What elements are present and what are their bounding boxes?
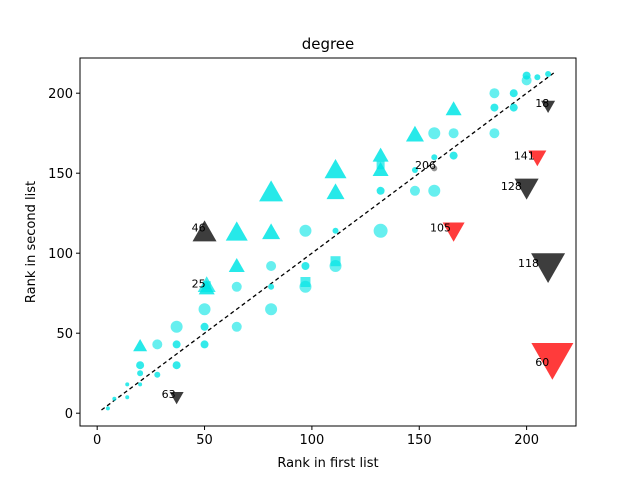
data-point-circle	[449, 151, 458, 160]
reference-line	[101, 71, 555, 411]
data-point-circle	[136, 361, 145, 370]
data-point-circle	[332, 227, 339, 234]
data-point-circle	[534, 74, 541, 81]
data-point-circle	[509, 89, 518, 98]
data-point-triangle-up	[405, 125, 424, 142]
data-point-circle	[301, 262, 310, 270]
data-point-triangle-up	[372, 147, 389, 162]
x-axis-label: Rank in first list	[277, 456, 378, 471]
data-point-circle	[489, 88, 500, 99]
data-point-gray	[431, 165, 438, 172]
data-point-outlier-128	[514, 178, 539, 200]
annotation-128: 128	[501, 180, 522, 193]
x-tick-label: 150	[407, 433, 432, 448]
annotation-118: 118	[518, 257, 539, 270]
data-point-circle	[545, 71, 552, 77]
data-point-circle	[448, 128, 459, 139]
data-point-outlier-118	[531, 253, 566, 283]
data-point-circle	[125, 395, 130, 400]
data-point-circle	[172, 361, 181, 370]
x-tick-label: 200	[514, 433, 539, 448]
data-point-circle	[373, 223, 388, 238]
annotation-141: 141	[514, 150, 535, 163]
data-point-circle	[522, 71, 531, 80]
data-point-triangle-up	[445, 101, 462, 116]
data-point-circle	[170, 320, 183, 333]
data-point-triangle-up	[133, 339, 148, 352]
data-point-outlier-105	[442, 222, 465, 242]
x-tick-label: 50	[196, 433, 213, 448]
data-point-circle	[509, 103, 518, 112]
data-point-circle	[154, 371, 161, 378]
data-point-outlier-63	[169, 391, 184, 405]
y-axis-label: Rank in second list	[24, 181, 39, 303]
data-point-circle	[200, 322, 209, 331]
data-point-triangle-up	[372, 162, 389, 176]
data-point-circle	[137, 370, 144, 377]
data-point-circle	[266, 261, 277, 271]
data-point-outlier-46	[192, 220, 217, 242]
data-point-circle	[431, 154, 438, 161]
data-point-triangle-up	[326, 183, 345, 200]
data-point-triangle-up	[225, 221, 248, 241]
data-point-circle	[231, 281, 242, 292]
data-point-circle	[299, 224, 312, 237]
annotation-105: 105	[430, 222, 451, 235]
annotation-206: 206	[415, 159, 436, 172]
data-point-outlier-25	[197, 276, 216, 292]
data-point-circle	[198, 303, 211, 316]
y-tick-label: 0	[65, 407, 73, 422]
chart-title: degree	[302, 35, 355, 53]
annotation-60: 60	[535, 356, 549, 369]
data-point-circle	[152, 339, 163, 350]
data-point-circle	[489, 128, 500, 139]
y-tick-label: 150	[48, 167, 73, 182]
data-point-triangle-up	[262, 223, 281, 240]
x-tick-label: 0	[93, 433, 101, 448]
data-point-square	[300, 277, 311, 287]
annotation-63: 63	[162, 388, 176, 401]
data-point-circle	[428, 127, 441, 140]
x-tick-label: 100	[299, 433, 324, 448]
data-point-circle	[231, 321, 242, 332]
data-point-circle	[268, 283, 275, 290]
plot-frame	[79, 57, 577, 427]
data-point-outlier-141	[528, 150, 547, 167]
data-point-circle	[411, 167, 418, 173]
data-point-triangle-up	[324, 159, 347, 179]
data-point-circle	[125, 382, 130, 387]
data-point-circle	[105, 406, 110, 411]
data-point-circle	[490, 103, 499, 112]
axes: 0 50 100 150 200 0 50 100 150 200	[48, 87, 539, 448]
annotation-46: 46	[192, 222, 206, 235]
data-point-outlier-18	[541, 100, 556, 113]
data-point-circle	[138, 382, 143, 387]
data-point-circle	[172, 340, 181, 349]
data-point-triangle-up	[228, 258, 245, 272]
data-point-triangle-up	[259, 180, 284, 202]
y-tick-label: 200	[48, 87, 73, 102]
plot-area: 46 25 63 206 105 18 141 128 118 60	[101, 71, 574, 411]
data-point-circle	[265, 303, 278, 316]
annotation-18: 18	[535, 97, 549, 110]
annotation-25: 25	[192, 278, 206, 291]
data-point-square	[330, 256, 341, 267]
data-point-circle	[376, 186, 385, 195]
y-tick-label: 50	[56, 327, 73, 342]
data-point-circle	[428, 184, 441, 197]
data-point-circle	[200, 340, 209, 349]
data-point-circle	[112, 396, 117, 401]
y-tick-label: 100	[48, 247, 73, 262]
data-point-outlier-60	[531, 343, 574, 380]
data-point-circle	[409, 185, 420, 196]
